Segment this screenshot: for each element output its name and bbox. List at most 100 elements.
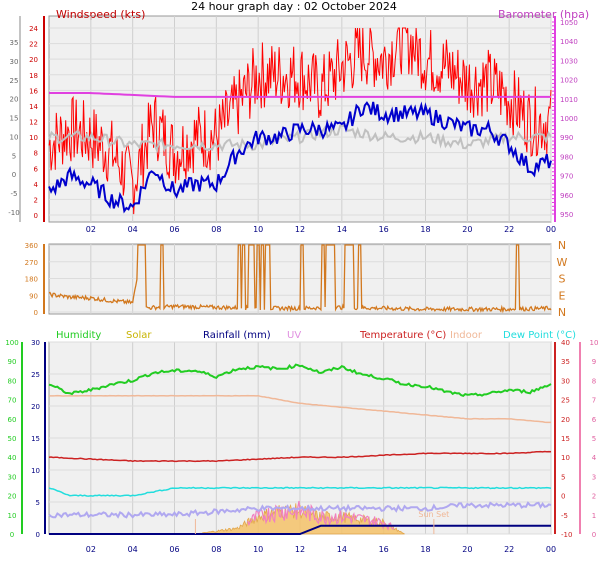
gust-series-line <box>48 27 552 215</box>
wind-x-tick-label: 10 <box>253 225 263 234</box>
wind-x-tick-label: 06 <box>169 225 179 234</box>
humidity-tick-label: 10 <box>8 512 17 520</box>
direction-series-line <box>48 244 552 314</box>
wind-outer-tick-label: 5 <box>12 152 16 160</box>
wind-outer-tick-label: 25 <box>10 77 19 85</box>
wind-x-tick-label: 16 <box>379 225 389 234</box>
barometer-tick-label: 1020 <box>560 77 578 85</box>
humidity-tick-label: 70 <box>8 397 17 405</box>
legend-entry: Rainfall (mm) <box>203 330 271 341</box>
wind-outer-tick-label: 0 <box>12 171 16 179</box>
compass-label: N <box>558 306 566 319</box>
wind-outer-tick-label: 15 <box>10 115 19 123</box>
direction-tick-label: 0 <box>34 309 38 317</box>
wind-x-tick-label: 14 <box>337 225 347 234</box>
average-series-line <box>48 124 552 154</box>
temperature-tick-label: 0 <box>561 493 565 501</box>
temperature-x-tick-label: 16 <box>379 545 389 554</box>
legend-entry: Humidity <box>56 330 101 341</box>
direction-gridlines <box>49 244 552 314</box>
barometer-tick-label: 1030 <box>560 57 578 65</box>
indoor-series-line <box>49 394 551 424</box>
wind-x-tick-label: 22 <box>504 225 514 234</box>
windspeed-tick-label: 0 <box>34 212 38 220</box>
rainfall-tick-label: 30 <box>31 339 40 347</box>
temperature-x-tick-label: 00 <box>546 545 556 554</box>
legend-entry: UV <box>287 330 301 341</box>
temperature-x-tick-label: 10 <box>253 545 263 554</box>
temperature-tick-label: 25 <box>561 397 570 405</box>
humidity-tick-label: 50 <box>8 435 17 443</box>
uv-tick-label: 0 <box>592 531 596 539</box>
temperature-x-tick-label: 18 <box>420 545 430 554</box>
rainfall-ticks: 30 25 20 15 10 5 0 <box>31 339 46 539</box>
humidity-tick-label: 0 <box>10 531 14 539</box>
temperature-x-tick-label: 14 <box>337 545 347 554</box>
windspeed-tick-label: 14 <box>29 103 38 111</box>
windspeed-tick-label: 24 <box>29 25 38 33</box>
wind-outer-tick-label: -5 <box>11 190 18 198</box>
uv-tick-label: 4 <box>592 454 597 462</box>
compass-label: S <box>559 273 566 286</box>
compass-label: N <box>558 239 566 252</box>
wind-x-ticks: 02 04 06 08 10 12 14 16 18 20 22 00 <box>86 225 556 234</box>
windspeed-tick-label: 20 <box>29 56 38 64</box>
windspeed-tick-label: 6 <box>34 165 39 173</box>
wind-outer-tick-label: 20 <box>10 96 19 104</box>
temperature-tick-label: -5 <box>561 512 568 520</box>
direction-left-ticks: 360 270 180 90 0 <box>25 242 45 317</box>
wind-x-tick-label: 04 <box>128 225 138 234</box>
direction-series <box>48 244 552 314</box>
wind-x-tick-label: 18 <box>420 225 430 234</box>
wind-left-outer-ticks: 35 30 25 20 15 10 5 0 -5 -10 <box>8 16 21 222</box>
barometer-tick-label: 1000 <box>560 115 578 123</box>
wind-x-tick-label: 12 <box>295 225 305 234</box>
temperature-x-tick-label: 06 <box>169 545 179 554</box>
uv-tick-label: 6 <box>592 416 597 424</box>
direction-tick-label: 180 <box>25 276 38 284</box>
dew-point-series-line <box>48 486 552 497</box>
barometer-tick-label: 1010 <box>560 96 578 104</box>
rainfall-tick-label: 5 <box>36 499 40 507</box>
temperature-tick-label: 10 <box>561 454 570 462</box>
barometer-axis-label: Barometer (hpa) <box>498 8 589 21</box>
barometer-tick-label: 1050 <box>560 19 578 27</box>
legend-entry: Indoor <box>450 330 483 341</box>
uv-tick-label: 1 <box>592 512 596 520</box>
humidity-tick-label: 20 <box>8 493 17 501</box>
humidity-tick-label: 60 <box>8 416 17 424</box>
temperature-x-tick-label: 02 <box>86 545 96 554</box>
sunset-label: Sun Set <box>418 510 449 519</box>
windspeed-series-line <box>48 101 552 214</box>
barometer-ticks: 1050 1040 1030 1020 1010 1000 990 980 970 960 950 <box>552 16 578 222</box>
uv-tick-label: 9 <box>592 358 596 366</box>
chart-title: 24 hour graph day : 02 October 2024 <box>191 0 397 13</box>
windspeed-tick-label: 4 <box>34 181 39 189</box>
uv-tick-label: 5 <box>592 435 596 443</box>
wind-outer-tick-label: -10 <box>8 209 19 217</box>
wind-outer-tick-label: 30 <box>10 58 19 66</box>
rainfall-series-line <box>49 524 551 535</box>
legend-entry: Temperature (°C) <box>359 330 446 341</box>
temperature-tick-label: 15 <box>561 435 570 443</box>
wind-series <box>48 27 552 215</box>
wind-outer-tick-label: 35 <box>10 39 19 47</box>
temperature-tick-label: 35 <box>561 358 570 366</box>
barometer-tick-label: 960 <box>560 192 573 200</box>
temperature-tick-label: 20 <box>561 416 570 424</box>
legend-entry: Solar <box>126 330 152 341</box>
windspeed-tick-label: 8 <box>34 150 38 158</box>
temperature-tick-label: 5 <box>561 473 565 481</box>
barometer-series-line <box>49 92 551 98</box>
temperature-series-line <box>48 450 552 463</box>
uv-index-series-line <box>48 501 552 519</box>
humidity-tick-label: 90 <box>8 358 17 366</box>
temperature-tick-label: 40 <box>561 339 570 347</box>
compass-label: W <box>557 256 568 269</box>
rainfall-tick-label: 25 <box>31 371 40 379</box>
wind-x-tick-label: 00 <box>546 225 556 234</box>
humidity-tick-label: 40 <box>8 454 17 462</box>
